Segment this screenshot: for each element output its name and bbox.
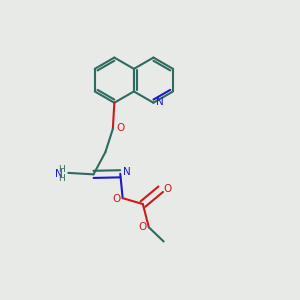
Text: N: N bbox=[56, 169, 63, 179]
Text: O: O bbox=[112, 194, 120, 204]
Text: N: N bbox=[156, 97, 164, 107]
Text: H: H bbox=[58, 174, 65, 183]
Text: H: H bbox=[58, 165, 65, 174]
Text: N: N bbox=[123, 167, 131, 177]
Text: O: O bbox=[163, 184, 171, 194]
Text: O: O bbox=[116, 123, 125, 133]
Text: O: O bbox=[138, 222, 146, 232]
